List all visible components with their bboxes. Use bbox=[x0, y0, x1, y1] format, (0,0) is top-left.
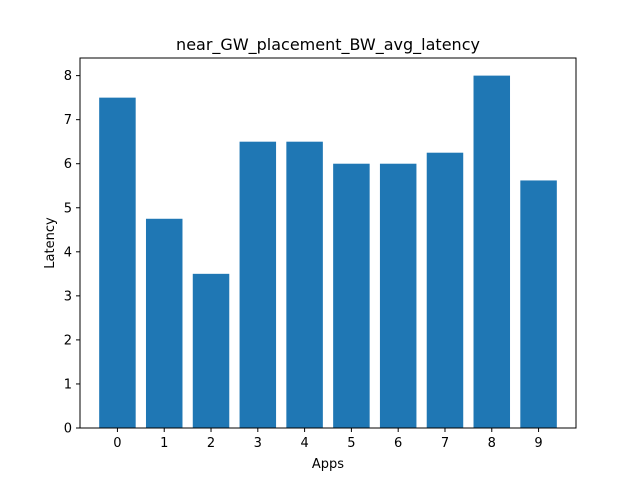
x-tick-label-0: 0 bbox=[113, 436, 121, 451]
bar-9 bbox=[520, 180, 557, 428]
x-tick-label-9: 9 bbox=[534, 436, 542, 451]
plot-frame bbox=[79, 57, 577, 429]
x-tick-label-7: 7 bbox=[441, 436, 449, 451]
bar-4 bbox=[286, 141, 323, 428]
x-tick-label-1: 1 bbox=[160, 436, 168, 451]
y-tick-label-1: 1 bbox=[64, 377, 72, 392]
y-tick-label-6: 6 bbox=[64, 157, 72, 172]
x-tick-label-6: 6 bbox=[394, 436, 402, 451]
bar-2 bbox=[192, 273, 230, 428]
bar-0 bbox=[99, 97, 136, 428]
x-axis-label: Apps bbox=[312, 457, 344, 472]
y-tick-label-4: 4 bbox=[64, 245, 72, 260]
bar-6 bbox=[379, 163, 417, 428]
bars-group bbox=[99, 75, 557, 429]
y-tick-label-5: 5 bbox=[64, 201, 72, 216]
bar-5 bbox=[333, 163, 370, 428]
y-tick-label-2: 2 bbox=[64, 333, 72, 348]
y-tick-label-3: 3 bbox=[64, 289, 72, 304]
chart-title: near_GW_placement_BW_avg_latency bbox=[176, 35, 480, 55]
bar-7 bbox=[426, 152, 464, 428]
x-tick-label-3: 3 bbox=[254, 436, 262, 451]
y-tick-label-0: 0 bbox=[64, 422, 72, 437]
x-tick-label-4: 4 bbox=[300, 436, 308, 451]
ticks-group: 0 1 2 3 4 5 6 7 8 9 0 1 2 3 4 5 6 7 8 bbox=[64, 69, 543, 451]
bar-8 bbox=[473, 75, 511, 429]
y-axis-label: Latency bbox=[43, 217, 58, 269]
x-tick-label-2: 2 bbox=[207, 436, 215, 451]
bar-3 bbox=[239, 141, 277, 428]
x-tick-label-5: 5 bbox=[347, 436, 355, 451]
bar-1 bbox=[145, 218, 183, 428]
y-tick-label-8: 8 bbox=[64, 69, 72, 84]
x-tick-label-8: 8 bbox=[488, 436, 496, 451]
y-tick-label-7: 7 bbox=[64, 113, 72, 128]
